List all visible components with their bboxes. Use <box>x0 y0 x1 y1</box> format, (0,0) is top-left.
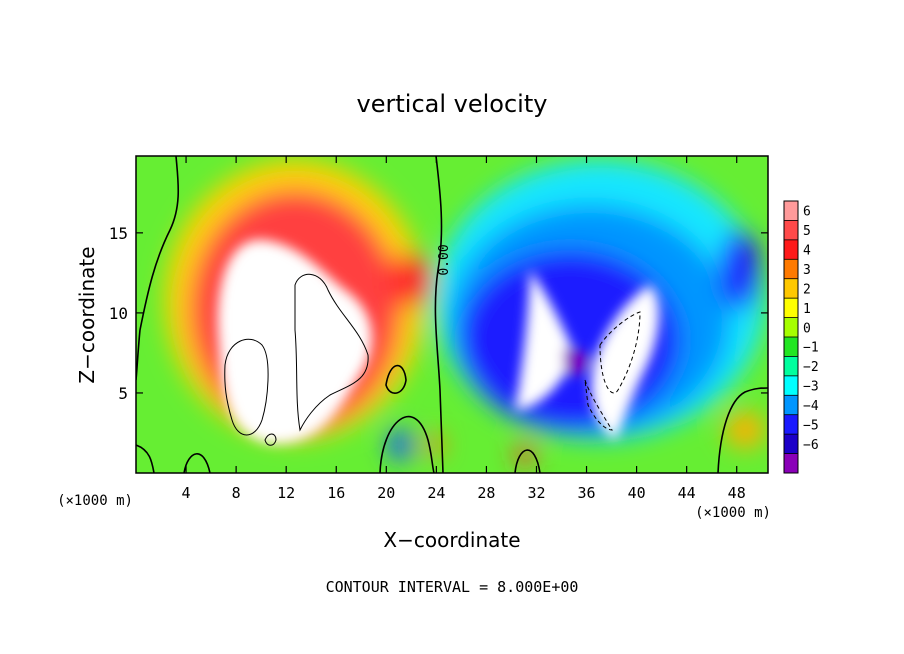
colorbar-swatch <box>784 356 798 377</box>
x-unit-right: (×1000 m) <box>695 505 771 521</box>
colorbar-swatch <box>784 259 798 280</box>
colorbar-label: −5 <box>803 418 819 433</box>
x-tick-label: 4 <box>182 484 191 502</box>
colorbar-swatch <box>784 220 798 241</box>
colorbar-label: −4 <box>803 399 819 414</box>
x-tick-label: 36 <box>578 484 596 502</box>
x-tick-label: 44 <box>678 484 696 502</box>
x-tick-label: 8 <box>232 484 241 502</box>
x-tick-label: 32 <box>527 484 545 502</box>
y-tick-label: 10 <box>109 304 128 323</box>
colorbar-label: 4 <box>803 244 811 259</box>
colorbar-swatch <box>784 317 798 338</box>
colorbar-legend: 6 5 4 3 2 1 0 −1 −2 −3 −4 −5 −6 <box>783 200 819 474</box>
chart-title: vertical velocity <box>357 90 548 118</box>
contour-label: 0.00 <box>437 244 452 275</box>
x-tick-label: 48 <box>728 484 746 502</box>
colorbar-swatch <box>784 337 798 357</box>
y-axis-label: Z−coordinate <box>75 246 99 383</box>
colorbar-swatch <box>784 453 798 474</box>
colorbar-swatch <box>784 414 798 435</box>
x-tick-label: 28 <box>477 484 495 502</box>
colorbar-label: −6 <box>803 438 819 453</box>
colorbar-swatch <box>784 395 798 416</box>
colorbar-label: −3 <box>803 380 819 395</box>
colorbar-label: −1 <box>803 341 819 356</box>
colorbar-swatch <box>784 298 798 319</box>
colorbar-swatch <box>784 375 798 396</box>
colorbar-label: 2 <box>803 282 811 297</box>
y-axis: 5 10 15 <box>109 224 768 403</box>
colorbar-swatch <box>784 239 798 260</box>
colorbar-label: 3 <box>803 263 811 278</box>
x-tick-label: 24 <box>427 484 445 502</box>
x-tick-label: 16 <box>327 484 345 502</box>
plot-frame <box>135 155 769 474</box>
colorbar-label: 0 <box>803 321 811 336</box>
colorbar-swatch <box>784 278 798 299</box>
x-tick-label: 12 <box>277 484 295 502</box>
y-tick-label: 15 <box>109 224 128 243</box>
colorbar-label: −2 <box>803 360 819 375</box>
colorbar-label: 5 <box>803 224 811 239</box>
colorbar-swatch <box>784 434 798 455</box>
x-axis-label: X−coordinate <box>383 528 520 552</box>
contour-interval-footer: CONTOUR INTERVAL = 8.000E+00 <box>326 578 579 596</box>
heatmap-field: 0.00 <box>136 156 768 473</box>
x-axis: 4 8 12 16 20 24 28 32 36 40 44 48 <box>182 156 746 502</box>
colorbar-swatch <box>784 201 798 221</box>
colorbar-label: 6 <box>803 205 811 220</box>
x-tick-label: 40 <box>628 484 646 502</box>
x-tick-label: 20 <box>377 484 395 502</box>
colorbar-label: 1 <box>803 302 811 317</box>
x-unit-left: (×1000 m) <box>57 493 133 509</box>
y-tick-label: 5 <box>118 384 128 403</box>
